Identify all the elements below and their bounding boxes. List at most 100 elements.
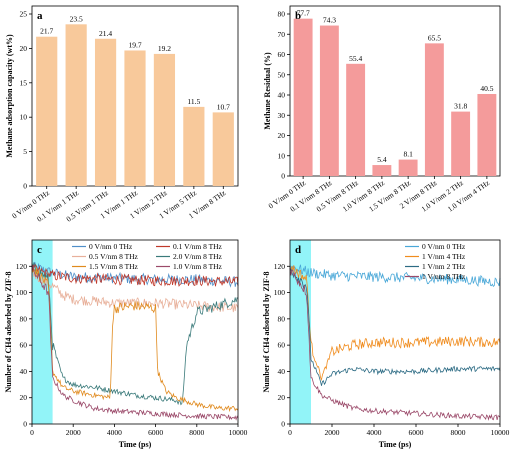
x-tick-label: 2000 — [325, 428, 340, 437]
y-tick-label: 25 — [20, 10, 28, 19]
y-tick-label: 0 — [23, 420, 27, 429]
plot-frame — [289, 239, 501, 425]
bar-data-label: 23.5 — [70, 14, 83, 23]
y-tick-label: 80 — [278, 314, 286, 323]
bar — [346, 63, 366, 176]
x-tick-label: 6000 — [148, 428, 163, 437]
x-tick-label: 0 — [288, 428, 292, 437]
bar — [212, 112, 234, 186]
legend-entry: 0 V/nm 0 THz — [422, 242, 466, 251]
x-tick-label: 8000 — [451, 428, 466, 437]
series-line — [31, 261, 239, 406]
bar — [124, 50, 146, 186]
y-tick-label: 120 — [274, 262, 286, 271]
x-tick-label: 4000 — [107, 428, 122, 437]
legend-entry: 0 V/nm 0 THz — [89, 242, 133, 251]
bar-data-label: 5.4 — [377, 155, 387, 164]
y-tick-label: 50 — [278, 70, 286, 79]
y-tick-label: 80 — [20, 314, 28, 323]
x-axis-label: Time (ps) — [119, 440, 152, 449]
bar-data-label: 21.4 — [99, 29, 112, 38]
y-tick-label: 10 — [278, 151, 286, 160]
legend-entry: 1.0 V/nm 8 THz — [173, 262, 223, 271]
bar — [319, 25, 339, 177]
legend-entry: 1 V/nm 2 THz — [422, 262, 466, 271]
bar — [65, 24, 87, 186]
bar — [94, 38, 117, 186]
y-tick-label: 10 — [20, 113, 28, 122]
y-tick-label: 0 — [281, 420, 285, 429]
y-tick-label: 80 — [278, 10, 286, 19]
bar-data-label: 21.7 — [40, 27, 53, 36]
y-tick-label: 40 — [20, 367, 28, 376]
y-tick-label: 40 — [278, 91, 286, 100]
y-axis-label: Methane Residual (%) — [263, 52, 272, 130]
y-axis-label: Number of CH4 adsorbed by ZIF-8 — [4, 272, 13, 393]
x-tick-label: 4000 — [367, 428, 382, 437]
y-tick-label: 60 — [278, 50, 286, 59]
y-tick-label: 5 — [23, 147, 27, 156]
bar — [153, 53, 176, 187]
bar-data-label: 40.5 — [480, 84, 493, 93]
series-line — [289, 265, 501, 382]
legend-entry: 1 V/nm 8 THz — [422, 272, 466, 281]
bar — [372, 165, 392, 176]
legend-entry: 0.1 V/nm 8 THz — [173, 242, 223, 251]
y-tick-label: 0 — [281, 172, 285, 181]
legend-entry: 0.5 V/nm 8 THz — [89, 252, 139, 261]
y-tick-label: 20 — [278, 393, 286, 402]
y-tick-label: 100 — [16, 288, 28, 297]
plot-frame — [289, 5, 501, 177]
x-tick-label: 8000 — [189, 428, 204, 437]
legend-entry: 1.5 V/nm 8 THz — [89, 262, 139, 271]
series-line — [289, 268, 501, 386]
y-tick-label: 20 — [20, 44, 28, 53]
panel-label: c — [37, 244, 42, 256]
y-tick-label: 100 — [274, 288, 286, 297]
y-tick-label: 120 — [16, 262, 28, 271]
series-line — [31, 264, 239, 421]
x-tick-label: 10000 — [229, 428, 248, 437]
y-tick-label: 30 — [278, 111, 286, 120]
bar-data-label: 11.5 — [187, 97, 200, 106]
plot-frame — [31, 239, 239, 425]
series-line — [31, 263, 239, 287]
panel-label: d — [295, 244, 301, 256]
bar-data-label: 77.7 — [297, 9, 310, 18]
panel-label: b — [295, 10, 301, 22]
series-line — [31, 270, 239, 313]
panel-label: a — [37, 10, 43, 22]
bar — [451, 111, 471, 176]
y-tick-label: 60 — [20, 341, 28, 350]
bar-data-label: 65.5 — [428, 33, 441, 42]
y-tick-label: 20 — [20, 393, 28, 402]
bar-data-label: 31.8 — [454, 102, 467, 111]
x-tick-label: 10000 — [491, 428, 510, 437]
bar-data-label: 10.7 — [217, 102, 230, 111]
bar — [293, 18, 313, 176]
y-tick-label: 40 — [278, 367, 286, 376]
y-tick-label: 60 — [278, 341, 286, 350]
series-line — [31, 267, 239, 413]
bar-data-label: 55.4 — [349, 54, 362, 63]
x-axis-label: Time (ps) — [379, 440, 412, 449]
bar-data-label: 19.2 — [158, 44, 171, 53]
legend-entry: 2.0 V/nm 8 THz — [173, 252, 223, 261]
bar-data-label: 19.7 — [128, 40, 141, 49]
bar — [424, 43, 444, 176]
x-tick-label: 0 — [30, 428, 34, 437]
y-tick-label: 15 — [20, 78, 28, 87]
panel-c: 0 20 40 60 80 100 120 0 2000 4000 6000 8000 10000 Tim… — [4, 239, 248, 449]
y-axis-label: Methane adsorption capacity (wt%) — [5, 34, 14, 158]
series-line — [289, 267, 501, 421]
y-tick-label: 0 — [23, 182, 27, 191]
y-tick-label: 20 — [278, 131, 286, 140]
x-tick-label: 6000 — [409, 428, 424, 437]
y-axis-label: Number of CH4 adsorbed by ZIF-8 — [262, 272, 271, 393]
x-tick-label: 2000 — [66, 428, 81, 437]
bar — [36, 36, 58, 187]
shaded-region — [32, 240, 53, 424]
